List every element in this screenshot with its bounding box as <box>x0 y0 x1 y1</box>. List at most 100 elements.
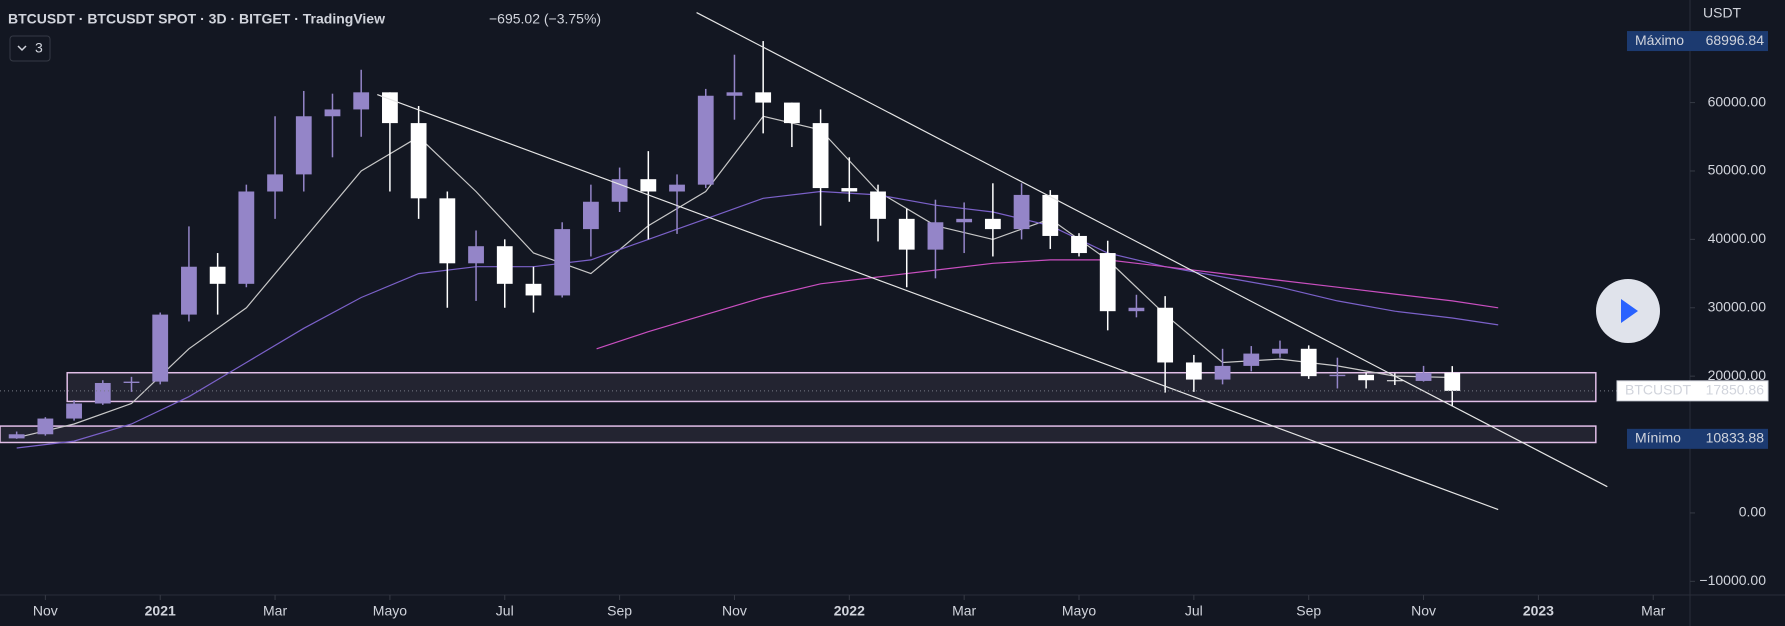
x-tick-label: Sep <box>607 603 632 619</box>
axis-unit: USDT <box>1703 5 1742 21</box>
price-tag <box>1627 428 1768 449</box>
candle-body <box>382 92 398 124</box>
x-tick-label: Nov <box>1411 603 1436 619</box>
y-tick-label: 30000.00 <box>1708 298 1767 314</box>
x-tick-label: Sep <box>1296 603 1321 619</box>
candle-body <box>525 283 542 296</box>
candle-body <box>927 222 944 250</box>
candle-body <box>267 174 283 192</box>
candle-body <box>1386 380 1403 382</box>
price-tag-name: Máximo <box>1635 32 1684 48</box>
moving-average <box>596 259 1499 350</box>
x-tick-label: Nov <box>722 603 747 619</box>
x-tick-label: Mar <box>263 603 287 619</box>
candle-body <box>1358 374 1375 381</box>
candle-body <box>353 92 370 110</box>
chevron-icon <box>17 45 27 52</box>
y-tick-label: 50000.00 <box>1708 162 1767 178</box>
x-tick-label: Jul <box>1185 603 1203 619</box>
candle-body <box>1013 194 1030 230</box>
candle-body <box>956 218 973 223</box>
x-tick-label: Jul <box>496 603 514 619</box>
x-tick-label: Mayo <box>1062 603 1096 619</box>
candle-body <box>1128 307 1145 312</box>
candle-body <box>554 229 571 296</box>
candle-body <box>1415 372 1432 381</box>
candle-body <box>1272 348 1288 354</box>
x-tick-label: Nov <box>33 603 58 619</box>
x-tick-label: Mayo <box>373 603 407 619</box>
moving-average <box>16 115 1453 439</box>
candle-body <box>324 109 341 117</box>
indicator-count: 3 <box>35 40 43 56</box>
candle-body <box>611 179 628 202</box>
x-tick-label: Mar <box>952 603 976 619</box>
candle-body <box>66 403 82 419</box>
candle-body <box>755 92 772 103</box>
price-zone <box>0 425 1597 444</box>
y-tick-label: 20000.00 <box>1708 367 1767 383</box>
price-tag <box>1627 31 1768 52</box>
y-tick-label: 40000.00 <box>1708 230 1767 246</box>
candle-body <box>1071 235 1087 254</box>
candle-body <box>726 92 743 96</box>
candle-body <box>583 201 599 230</box>
indicator-button[interactable] <box>9 35 51 62</box>
x-tick-label: Mar <box>1641 603 1665 619</box>
indicator-toggle[interactable]: 3 <box>9 35 51 62</box>
candle-body <box>123 381 140 383</box>
candle-body <box>1214 365 1231 380</box>
candle-body <box>209 266 226 284</box>
price-tag-name: BTCUSDT <box>1625 382 1692 398</box>
candle-body <box>439 198 456 264</box>
candle-body <box>468 246 484 264</box>
candle-body <box>1042 194 1059 236</box>
candle-body <box>783 102 800 124</box>
price-tag-value: 17850.86 <box>1706 382 1765 398</box>
price-tag-name: Mínimo <box>1635 430 1681 446</box>
chart-title: BTCUSDT · BTCUSDT SPOT · 3D · BITGET · T… <box>8 11 385 27</box>
candle-body <box>697 95 714 185</box>
candle-body <box>669 184 685 192</box>
y-tick-label: 60000.00 <box>1708 93 1767 109</box>
candle-body <box>841 188 858 192</box>
y-tick-label: 0.00 <box>1739 504 1766 520</box>
x-tick-label: 2022 <box>834 603 865 619</box>
candle-body <box>181 266 197 315</box>
candle-body <box>1157 307 1174 363</box>
candle-body <box>898 218 915 250</box>
price-zone <box>66 371 1597 403</box>
candle-body <box>1329 374 1346 377</box>
price-tag-value: 68996.84 <box>1706 32 1765 48</box>
candle-body <box>496 246 513 284</box>
candle-body <box>1444 372 1461 391</box>
candle-body <box>1300 348 1317 377</box>
moving-average <box>16 190 1499 449</box>
candle-body <box>238 191 255 284</box>
candle-body <box>812 123 829 189</box>
candle-body <box>984 218 1001 230</box>
candle-body <box>1099 253 1116 312</box>
trendline <box>377 94 1499 511</box>
candle-body <box>640 179 657 192</box>
play-icon <box>1621 299 1638 323</box>
x-tick-label: 2021 <box>145 603 176 619</box>
candle-body <box>94 382 111 404</box>
candle-body <box>1185 362 1202 380</box>
trendline <box>696 12 1608 488</box>
play-button[interactable] <box>1596 279 1660 343</box>
axes: −10000.00 0.00 20000.00 30000.00 40000.00 500… <box>33 31 1769 619</box>
candle-body <box>1243 353 1260 366</box>
candle-body <box>37 418 54 435</box>
candle-body <box>8 434 25 439</box>
candle-body <box>870 191 886 219</box>
x-tick-label: 2023 <box>1523 603 1554 619</box>
price-change: −695.02 (−3.75%) <box>489 11 601 27</box>
plot-area <box>0 12 1690 511</box>
y-tick-label: −10000.00 <box>1699 572 1766 588</box>
candle-body <box>410 123 427 199</box>
price-tag-value: 10833.88 <box>1706 430 1765 446</box>
